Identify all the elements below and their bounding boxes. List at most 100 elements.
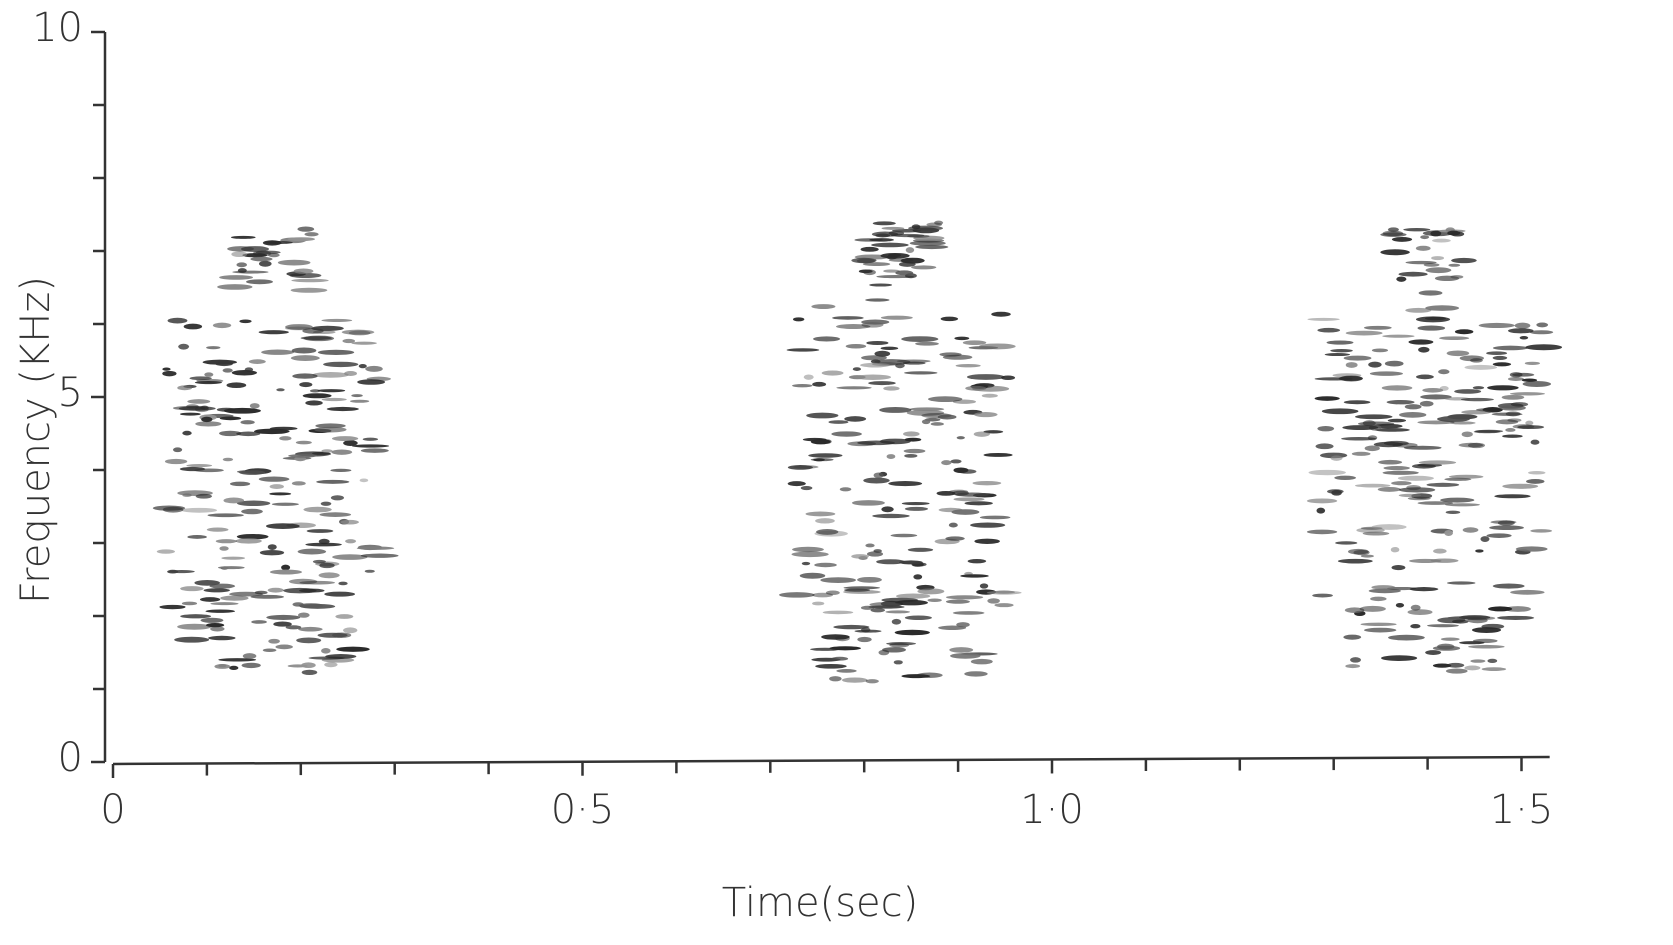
- streak: [180, 586, 204, 592]
- streak: [1418, 290, 1443, 296]
- streak: [302, 328, 324, 334]
- streak: [1425, 650, 1442, 655]
- streak: [1316, 507, 1326, 514]
- streak: [276, 388, 285, 392]
- streak: [249, 403, 260, 409]
- streak: [987, 598, 1000, 604]
- streak: [1371, 524, 1407, 530]
- streak: [861, 319, 890, 325]
- streak: [1515, 546, 1548, 552]
- x-axis-label: Time(sec): [722, 880, 919, 926]
- streak: [930, 422, 944, 426]
- streak: [1350, 657, 1361, 663]
- streak: [207, 513, 244, 518]
- streak: [1425, 267, 1452, 274]
- streak: [1398, 271, 1428, 277]
- streak: [888, 258, 914, 262]
- streak: [1522, 380, 1552, 387]
- streak: [217, 284, 253, 290]
- streak: [874, 350, 891, 357]
- streak: [1512, 424, 1535, 429]
- streak: [888, 481, 923, 487]
- streak: [950, 459, 962, 464]
- streak: [878, 649, 890, 656]
- streak: [258, 330, 289, 335]
- streak: [229, 481, 251, 487]
- streak: [305, 542, 342, 547]
- y-tick-label: 10: [32, 5, 83, 51]
- streak: [862, 262, 891, 267]
- streak: [1351, 451, 1371, 456]
- streak: [1416, 374, 1434, 380]
- streak: [974, 538, 1000, 544]
- streak: [1327, 489, 1344, 494]
- streak: [251, 620, 267, 624]
- streak: [806, 412, 839, 419]
- streak: [240, 420, 255, 425]
- streak: [1424, 316, 1447, 321]
- streak: [1494, 494, 1531, 499]
- streak: [1396, 276, 1407, 282]
- streak: [292, 373, 318, 379]
- streak: [813, 458, 825, 462]
- streak: [245, 279, 274, 285]
- streak: [1417, 420, 1455, 425]
- streak: [285, 324, 313, 330]
- streak: [326, 406, 359, 412]
- streak: [321, 449, 333, 453]
- streak: [1468, 644, 1505, 649]
- streak: [939, 352, 962, 357]
- streak: [259, 550, 285, 556]
- streak: [220, 595, 249, 601]
- streak: [195, 421, 222, 427]
- streak: [1472, 386, 1485, 390]
- streak: [266, 614, 301, 620]
- streak: [221, 556, 246, 560]
- streak: [290, 355, 320, 361]
- streak: [1519, 335, 1529, 340]
- streak: [269, 569, 303, 575]
- streak: [177, 623, 212, 630]
- streak: [1526, 478, 1545, 484]
- streak: [803, 374, 814, 380]
- streak: [365, 365, 383, 372]
- streak: [895, 599, 928, 606]
- streak: [1367, 435, 1378, 441]
- streak: [1314, 396, 1340, 401]
- streak: [351, 394, 363, 398]
- streak: [1326, 340, 1354, 345]
- streak: [1529, 330, 1554, 335]
- streak: [972, 480, 1002, 486]
- streak: [167, 317, 188, 324]
- streak: [162, 370, 177, 377]
- streak: [978, 343, 1016, 350]
- streak: [267, 587, 284, 593]
- streak: [1448, 263, 1461, 267]
- streak: [341, 329, 375, 335]
- streak: [1417, 501, 1453, 505]
- streak: [1384, 360, 1404, 367]
- streak: [1344, 607, 1365, 613]
- streak: [232, 270, 269, 274]
- streak: [871, 242, 909, 248]
- streak: [1459, 355, 1484, 362]
- streak: [218, 658, 257, 662]
- streak: [1390, 546, 1400, 553]
- streak: [831, 656, 849, 661]
- streak: [786, 348, 820, 352]
- streak: [793, 465, 819, 469]
- streak: [1341, 436, 1377, 441]
- streak: [236, 533, 269, 540]
- streak: [854, 374, 892, 380]
- streak: [907, 547, 934, 552]
- streak: [1382, 334, 1415, 338]
- streak: [350, 399, 370, 403]
- streak: [253, 428, 290, 435]
- streak: [881, 226, 905, 230]
- streak: [205, 622, 225, 628]
- streak: [1487, 658, 1498, 664]
- streak: [1507, 328, 1534, 334]
- streak: [258, 476, 290, 482]
- streak: [201, 416, 213, 423]
- streak: [187, 535, 207, 539]
